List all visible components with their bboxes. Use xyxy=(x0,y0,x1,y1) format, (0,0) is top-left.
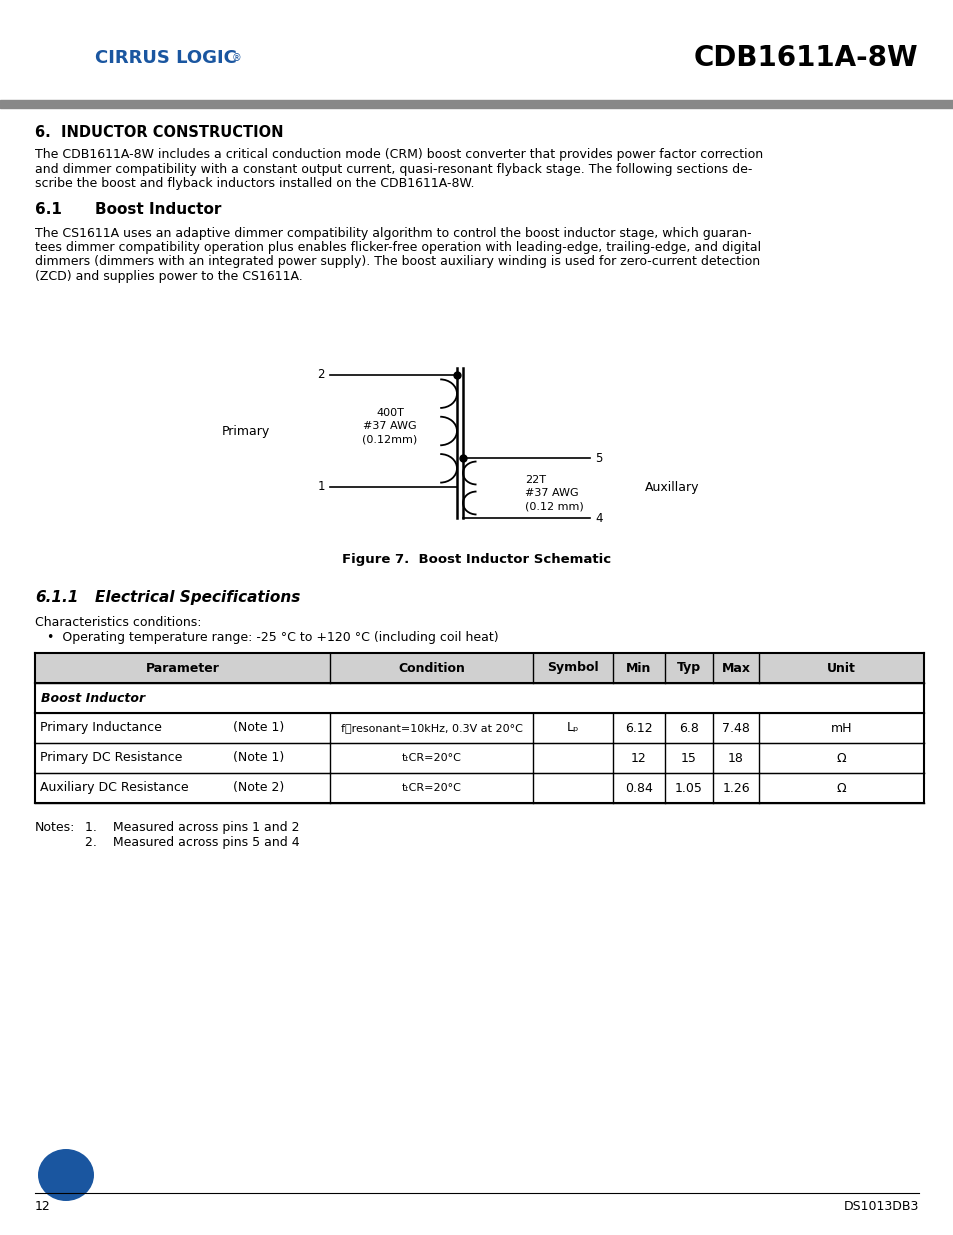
Text: 6.12: 6.12 xyxy=(624,721,652,735)
Text: 5: 5 xyxy=(595,452,601,464)
Text: Primary DC Resistance: Primary DC Resistance xyxy=(40,752,182,764)
Text: Parameter: Parameter xyxy=(146,662,219,674)
Text: 12: 12 xyxy=(631,752,646,764)
Text: Auxillary: Auxillary xyxy=(644,482,699,494)
Text: ®: ® xyxy=(232,53,241,63)
Text: 22T
#37 AWG
(0.12 mm): 22T #37 AWG (0.12 mm) xyxy=(524,474,583,511)
Text: Min: Min xyxy=(626,662,651,674)
Text: 2: 2 xyxy=(317,368,325,382)
Text: DS1013DB3: DS1013DB3 xyxy=(842,1200,918,1214)
Text: Boost Inductor: Boost Inductor xyxy=(41,692,145,704)
Text: Unit: Unit xyxy=(826,662,855,674)
Text: mH: mH xyxy=(830,721,851,735)
Bar xyxy=(35,653,923,683)
Text: Lₚ: Lₚ xyxy=(566,721,578,735)
Text: 2.    Measured across pins 5 and 4: 2. Measured across pins 5 and 4 xyxy=(85,836,299,848)
Text: CDB1611A-8W: CDB1611A-8W xyxy=(693,44,917,72)
Text: and dimmer compatibility with a constant output current, quasi-resonant flyback : and dimmer compatibility with a constant… xyxy=(35,163,752,175)
Text: 15: 15 xyxy=(680,752,697,764)
Text: (ZCD) and supplies power to the CS1611A.: (ZCD) and supplies power to the CS1611A. xyxy=(35,270,302,283)
Text: scribe the boost and flyback inductors installed on the CDB1611A-8W.: scribe the boost and flyback inductors i… xyxy=(35,177,474,190)
Text: dimmers (dimmers with an integrated power supply). The boost auxiliary winding i: dimmers (dimmers with an integrated powe… xyxy=(35,256,760,268)
Bar xyxy=(35,773,923,803)
Text: 6.1.1: 6.1.1 xyxy=(35,590,78,605)
Text: Primary: Primary xyxy=(221,425,270,437)
Text: 1.26: 1.26 xyxy=(721,782,749,794)
Text: tₜCR=20°C: tₜCR=20°C xyxy=(401,783,461,793)
Bar xyxy=(35,713,923,743)
Ellipse shape xyxy=(38,1149,94,1200)
Text: 1: 1 xyxy=(317,480,325,494)
Text: tₜCR=20°C: tₜCR=20°C xyxy=(401,753,461,763)
Text: 4: 4 xyxy=(595,511,602,525)
Text: Condition: Condition xyxy=(397,662,464,674)
Text: 7.48: 7.48 xyxy=(721,721,749,735)
Text: 0.84: 0.84 xyxy=(624,782,652,794)
Text: (Note 1): (Note 1) xyxy=(233,721,284,735)
Bar xyxy=(35,743,923,773)
Text: 400T
#37 AWG
(0.12mm): 400T #37 AWG (0.12mm) xyxy=(362,408,417,445)
Bar xyxy=(35,683,923,713)
Text: Notes:: Notes: xyxy=(35,821,75,834)
Text: 1.    Measured across pins 1 and 2: 1. Measured across pins 1 and 2 xyxy=(85,821,299,834)
Text: Typ: Typ xyxy=(677,662,700,674)
Text: 6.  INDUCTOR CONSTRUCTION: 6. INDUCTOR CONSTRUCTION xyxy=(35,125,283,140)
Text: The CDB1611A-8W includes a critical conduction mode (CRM) boost converter that p: The CDB1611A-8W includes a critical cond… xyxy=(35,148,762,161)
Text: CIRRUS LOGIC: CIRRUS LOGIC xyxy=(95,49,236,67)
Text: Ω: Ω xyxy=(836,782,845,794)
Text: Symbol: Symbol xyxy=(547,662,598,674)
Text: f₞resonant=10kHz, 0.3V at 20°C: f₞resonant=10kHz, 0.3V at 20°C xyxy=(340,722,522,734)
Text: (Note 1): (Note 1) xyxy=(233,752,284,764)
Text: 12: 12 xyxy=(35,1200,51,1214)
Text: Auxiliary DC Resistance: Auxiliary DC Resistance xyxy=(40,782,189,794)
Text: 6.1: 6.1 xyxy=(35,201,62,216)
Text: Boost Inductor: Boost Inductor xyxy=(95,201,221,216)
Text: Characteristics conditions:: Characteristics conditions: xyxy=(35,616,201,629)
Text: Ω: Ω xyxy=(836,752,845,764)
Text: 1.05: 1.05 xyxy=(675,782,702,794)
Text: (Note 2): (Note 2) xyxy=(233,782,284,794)
Text: The CS1611A uses an adaptive dimmer compatibility algorithm to control the boost: The CS1611A uses an adaptive dimmer comp… xyxy=(35,226,751,240)
Text: 6.8: 6.8 xyxy=(679,721,699,735)
Text: tees dimmer compatibility operation plus enables flicker-free operation with lea: tees dimmer compatibility operation plus… xyxy=(35,241,760,254)
Text: Max: Max xyxy=(720,662,750,674)
Text: Electrical Specifications: Electrical Specifications xyxy=(95,590,300,605)
Text: Primary Inductance: Primary Inductance xyxy=(40,721,162,735)
Bar xyxy=(0,100,953,107)
Text: Figure 7.  Boost Inductor Schematic: Figure 7. Boost Inductor Schematic xyxy=(342,553,611,566)
Text: 18: 18 xyxy=(727,752,743,764)
Text: •  Operating temperature range: -25 °C to +120 °C (including coil heat): • Operating temperature range: -25 °C to… xyxy=(47,631,498,643)
